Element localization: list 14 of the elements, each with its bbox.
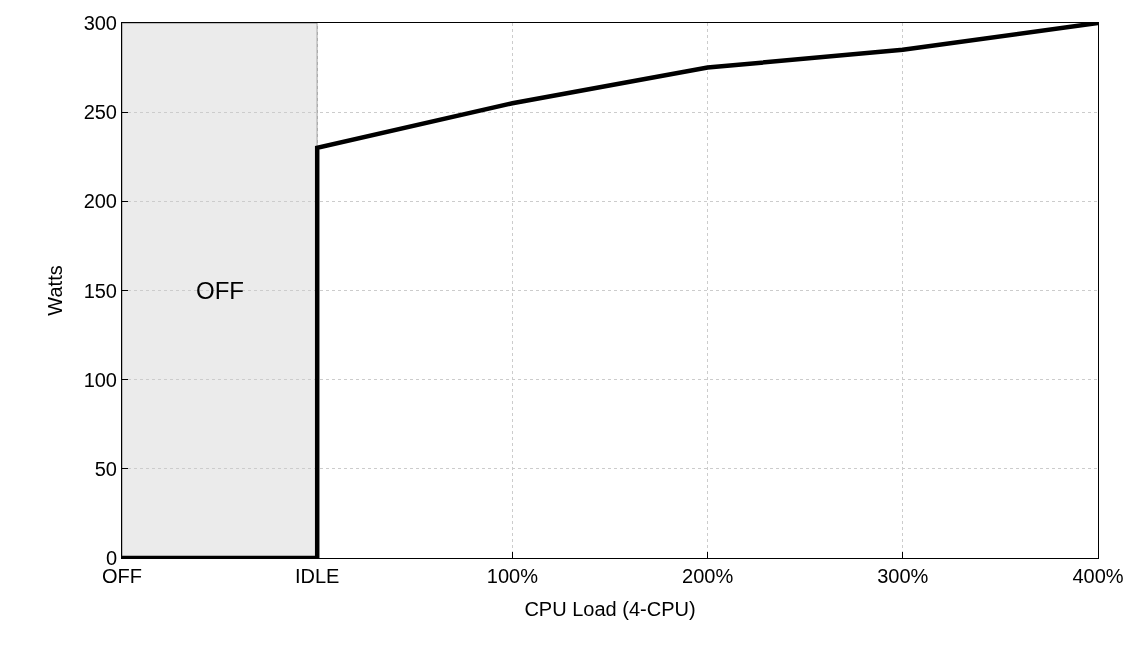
y-tick-label: 250	[83, 101, 117, 124]
x-tick-label: 300%	[877, 565, 929, 587]
y-axis-title: Watts	[44, 265, 67, 316]
x-axis-title: CPU Load (4-CPU)	[524, 597, 696, 620]
y-tick-label: 150	[83, 279, 117, 302]
x-tick-label: 100%	[486, 565, 539, 587]
y-tick-label: 100	[83, 368, 117, 391]
y-tick-label: 200	[83, 190, 117, 213]
band-label: OFF	[196, 277, 244, 304]
y-tick-label: 50	[94, 457, 117, 480]
x-tick-label: 400%	[1072, 565, 1124, 587]
x-tick-label: 200%	[682, 565, 734, 587]
y-tick-label: 300	[83, 12, 117, 34]
x-tick-label: IDLE	[294, 565, 340, 587]
